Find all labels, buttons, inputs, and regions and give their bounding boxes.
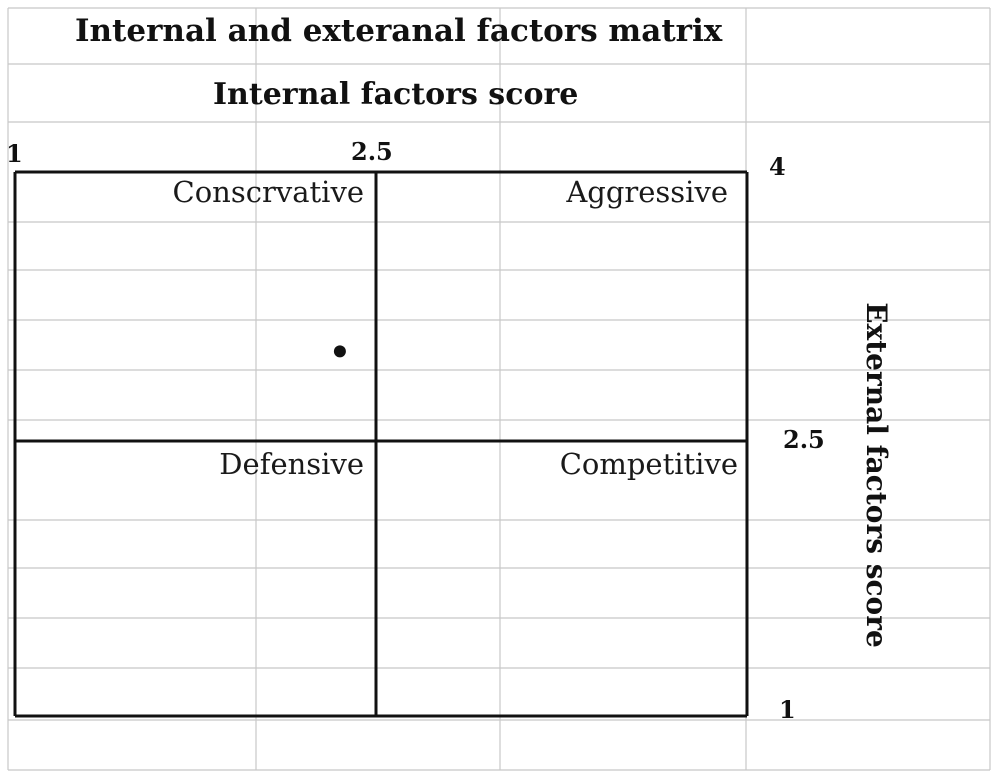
x-tick-2-5: 2.5 [351,137,393,166]
quadrant-label-conservative: Conscrvative [172,175,364,209]
background-grid [7,7,991,771]
x-tick-1: 1 [6,139,23,168]
y-tick-2-5: 2.5 [783,425,825,454]
quadrant-label-defensive: Defensive [219,447,364,481]
y-tick-1: 1 [779,695,796,724]
position-point [333,345,346,358]
quadrant-label-competitive: Competitive [559,447,738,481]
matrix-frame [13,170,749,718]
x-axis-label: Internal factors score [213,77,579,112]
diagram-title: Internal and exteranal factors matrix [75,13,723,49]
y-tick-4: 4 [769,152,786,181]
quadrant-label-aggressive: Aggressive [566,175,728,209]
y-axis-label: External factors score [860,302,893,648]
